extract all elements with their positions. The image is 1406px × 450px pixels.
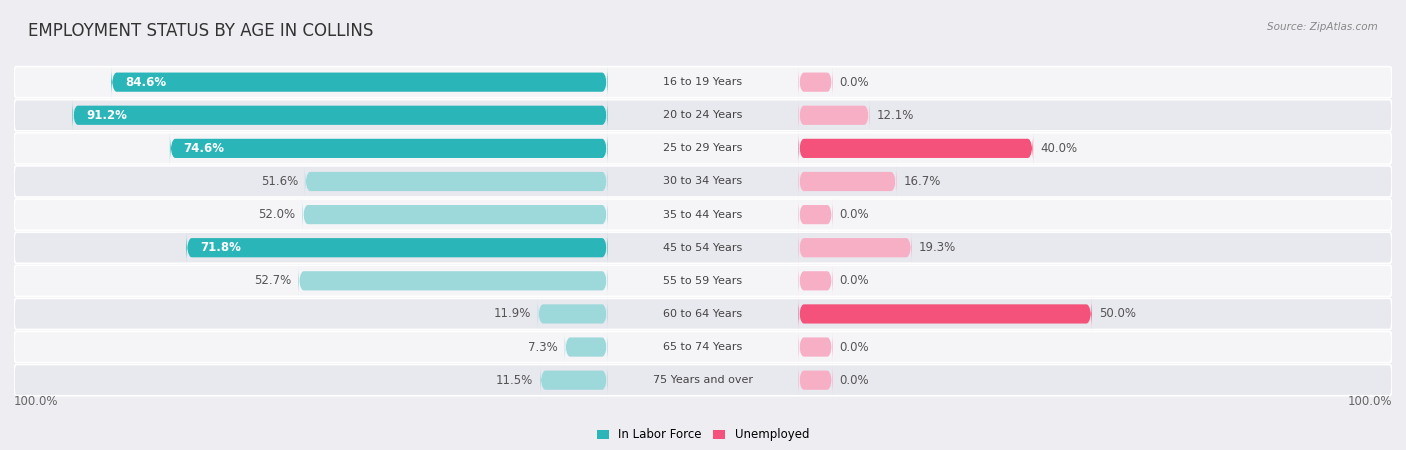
Text: 45 to 54 Years: 45 to 54 Years — [664, 243, 742, 253]
FancyBboxPatch shape — [799, 99, 869, 132]
FancyBboxPatch shape — [540, 363, 607, 397]
FancyBboxPatch shape — [14, 67, 1392, 98]
FancyBboxPatch shape — [305, 165, 607, 198]
FancyBboxPatch shape — [14, 232, 1392, 263]
Text: 0.0%: 0.0% — [839, 341, 869, 354]
FancyBboxPatch shape — [298, 264, 607, 298]
FancyBboxPatch shape — [111, 65, 607, 99]
Text: 25 to 29 Years: 25 to 29 Years — [664, 144, 742, 153]
FancyBboxPatch shape — [14, 364, 1392, 396]
Text: 19.3%: 19.3% — [918, 241, 956, 254]
Text: 60 to 64 Years: 60 to 64 Years — [664, 309, 742, 319]
FancyBboxPatch shape — [14, 100, 1392, 131]
FancyBboxPatch shape — [187, 231, 607, 265]
Text: 7.3%: 7.3% — [529, 341, 558, 354]
Text: 50.0%: 50.0% — [1098, 307, 1136, 320]
FancyBboxPatch shape — [537, 297, 607, 331]
Text: 35 to 44 Years: 35 to 44 Years — [664, 210, 742, 220]
FancyBboxPatch shape — [14, 265, 1392, 297]
Text: 0.0%: 0.0% — [839, 374, 869, 387]
Text: 71.8%: 71.8% — [200, 241, 240, 254]
FancyBboxPatch shape — [799, 131, 1033, 165]
Text: 100.0%: 100.0% — [1347, 395, 1392, 408]
Text: 40.0%: 40.0% — [1040, 142, 1077, 155]
Text: 84.6%: 84.6% — [125, 76, 166, 89]
FancyBboxPatch shape — [14, 166, 1392, 197]
Text: 11.5%: 11.5% — [496, 374, 533, 387]
FancyBboxPatch shape — [14, 133, 1392, 164]
Text: 51.6%: 51.6% — [260, 175, 298, 188]
FancyBboxPatch shape — [799, 330, 832, 364]
FancyBboxPatch shape — [799, 297, 1092, 331]
Text: 0.0%: 0.0% — [839, 76, 869, 89]
FancyBboxPatch shape — [799, 165, 897, 198]
Text: 55 to 59 Years: 55 to 59 Years — [664, 276, 742, 286]
Text: 0.0%: 0.0% — [839, 208, 869, 221]
Text: Source: ZipAtlas.com: Source: ZipAtlas.com — [1267, 22, 1378, 32]
Text: 52.7%: 52.7% — [254, 274, 291, 288]
Text: 20 to 24 Years: 20 to 24 Years — [664, 110, 742, 120]
FancyBboxPatch shape — [799, 231, 911, 265]
Text: 75 Years and over: 75 Years and over — [652, 375, 754, 385]
FancyBboxPatch shape — [799, 198, 832, 231]
Text: 16.7%: 16.7% — [903, 175, 941, 188]
FancyBboxPatch shape — [14, 298, 1392, 329]
FancyBboxPatch shape — [799, 65, 832, 99]
Text: 100.0%: 100.0% — [14, 395, 59, 408]
FancyBboxPatch shape — [73, 99, 607, 132]
Text: 0.0%: 0.0% — [839, 274, 869, 288]
Text: 11.9%: 11.9% — [494, 307, 531, 320]
FancyBboxPatch shape — [302, 198, 607, 231]
FancyBboxPatch shape — [799, 363, 832, 397]
FancyBboxPatch shape — [170, 131, 607, 165]
Text: 65 to 74 Years: 65 to 74 Years — [664, 342, 742, 352]
Legend: In Labor Force, Unemployed: In Labor Force, Unemployed — [598, 428, 808, 441]
Text: 12.1%: 12.1% — [876, 109, 914, 122]
Text: 52.0%: 52.0% — [259, 208, 295, 221]
Text: 74.6%: 74.6% — [184, 142, 225, 155]
FancyBboxPatch shape — [14, 199, 1392, 230]
FancyBboxPatch shape — [14, 332, 1392, 363]
Text: EMPLOYMENT STATUS BY AGE IN COLLINS: EMPLOYMENT STATUS BY AGE IN COLLINS — [28, 22, 374, 40]
Text: 91.2%: 91.2% — [86, 109, 127, 122]
Text: 30 to 34 Years: 30 to 34 Years — [664, 176, 742, 186]
FancyBboxPatch shape — [799, 264, 832, 298]
FancyBboxPatch shape — [565, 330, 607, 364]
Text: 16 to 19 Years: 16 to 19 Years — [664, 77, 742, 87]
